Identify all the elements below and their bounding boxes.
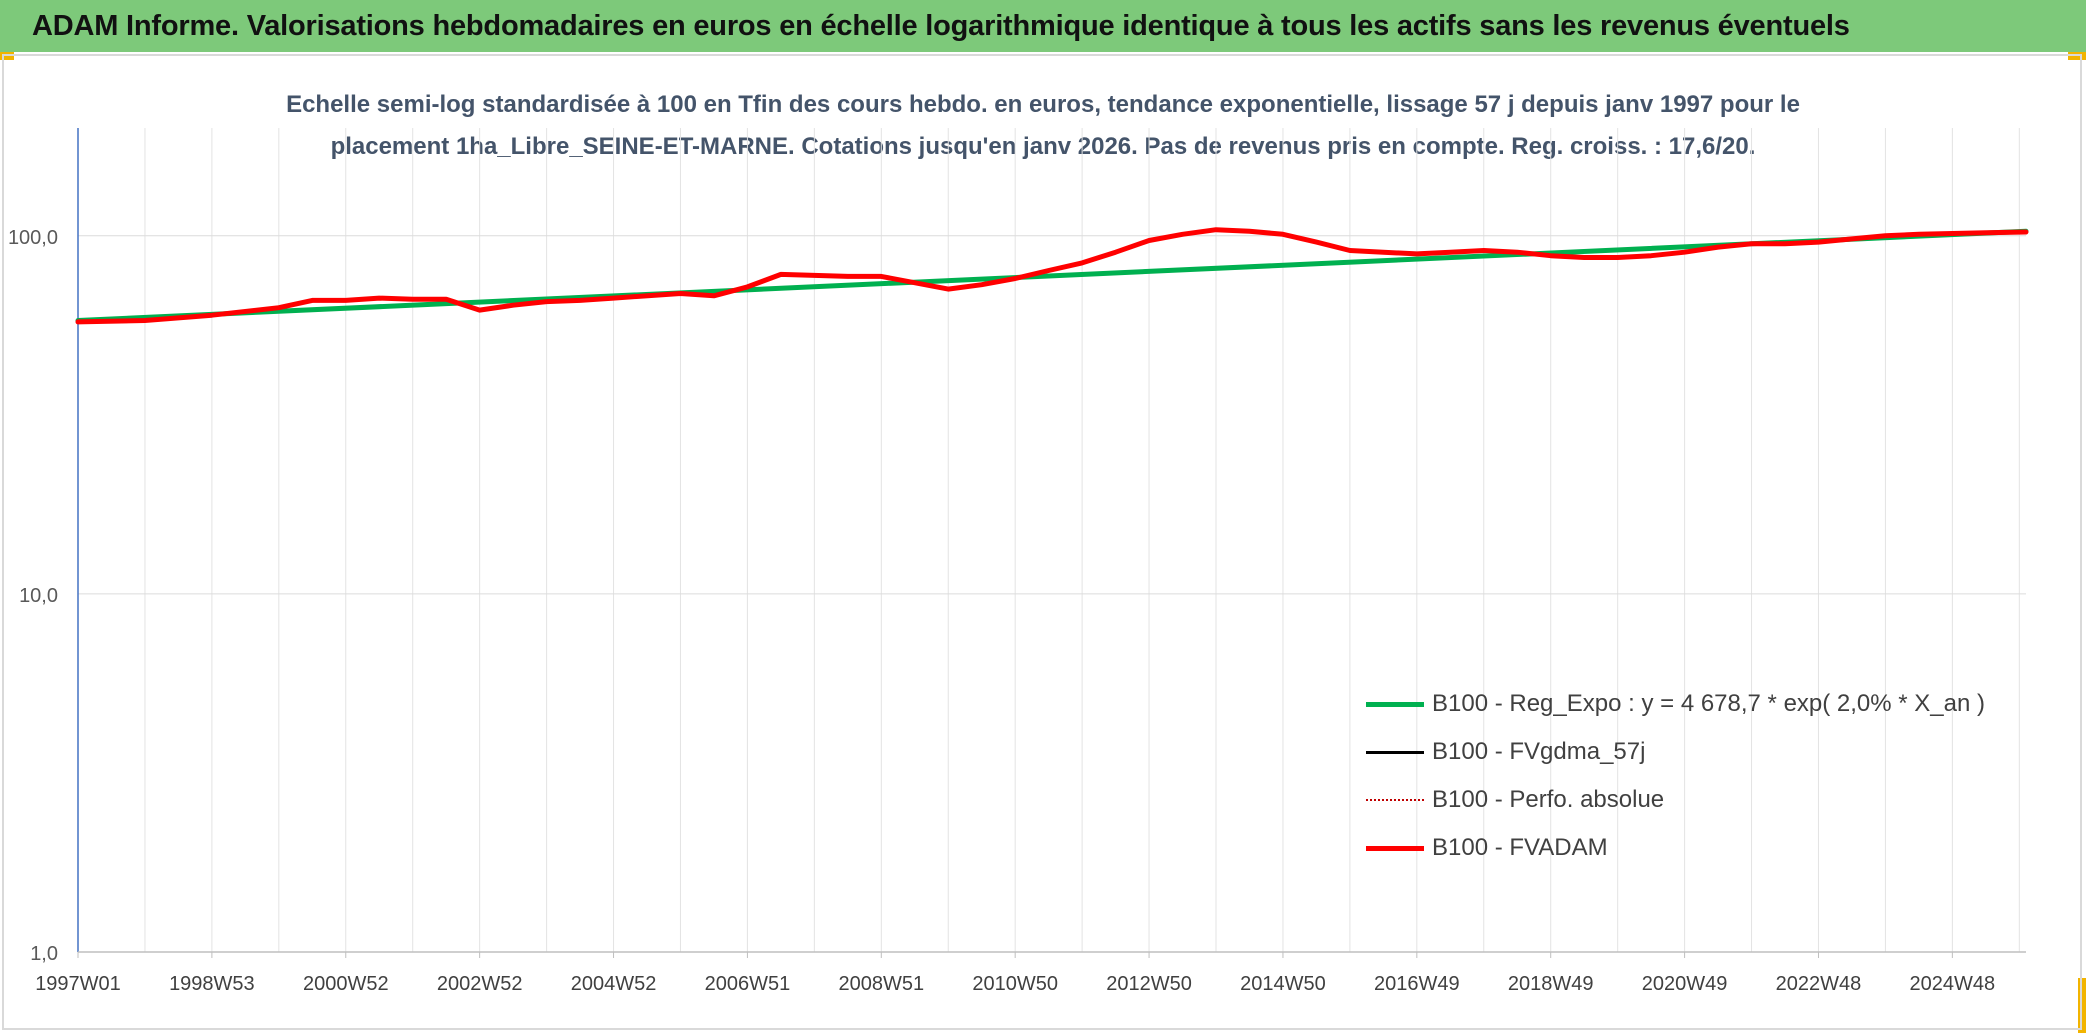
legend-item: B100 - Reg_Expo : y = 4 678,7 * exp( 2,0…	[1366, 680, 1985, 728]
series-line-0	[75, 228, 2029, 323]
chart-title-line-2: placement 1ha_Libre_SEINE-ET-MARNE. Cota…	[330, 133, 1756, 160]
tick-label-layer: 1,0 10,0 100,0 1997W01 1998W53 2000W52 2002W52…	[8, 227, 1995, 995]
x-tick-label: 2004W52	[571, 973, 657, 995]
x-tick-label: 2008W51	[838, 973, 924, 995]
chart-frame	[2, 54, 2082, 1030]
x-tick-label: 2006W51	[705, 973, 791, 995]
x-tick-label: 2010W50	[972, 973, 1058, 995]
x-tick-label: 2012W50	[1106, 973, 1192, 995]
x-tick-label: 2020W49	[1642, 973, 1728, 995]
legend-label: B100 - FVgdma_57j	[1432, 738, 1646, 765]
corner-mark-top-right	[2068, 52, 2086, 60]
legend-item: B100 - FVADAM	[1366, 824, 1985, 872]
x-tick-label: 2014W50	[1240, 973, 1326, 995]
x-tick-label: 2002W52	[437, 973, 523, 995]
legend-label: B100 - Perfo. absolue	[1432, 786, 1665, 813]
chart-title-line-1: Echelle semi-log standardisée à 100 en T…	[286, 91, 1800, 118]
legend-swatch	[1366, 701, 1424, 707]
legend-swatch	[1366, 750, 1424, 754]
corner-mark-top-left	[0, 52, 14, 60]
x-tick-label: 1997W01	[35, 973, 121, 995]
legend-label: B100 - FVADAM	[1432, 834, 1608, 861]
legend-swatch	[1366, 799, 1424, 801]
corner-mark-bottom-right	[2078, 978, 2086, 1033]
legend-label: B100 - Reg_Expo : y = 4 678,7 * exp( 2,0…	[1432, 690, 1986, 717]
y-tick-label: 100,0	[8, 227, 58, 249]
legend-swatch	[1366, 845, 1424, 851]
report-banner-title: ADAM Informe. Valorisations hebdomadaire…	[32, 9, 1850, 42]
series-line-3	[75, 227, 2029, 325]
x-tick-label: 1998W53	[169, 973, 255, 995]
x-tick-label: 2024W48	[1910, 973, 1996, 995]
y-tick-label: 1,0	[30, 943, 58, 965]
series-layer	[75, 227, 2029, 325]
x-tick-label: 2000W52	[303, 973, 389, 995]
legend-item: B100 - FVgdma_57j	[1366, 728, 1985, 776]
chart-title: Echelle semi-log standardisée à 100 en T…	[0, 84, 2086, 168]
x-tick-label: 2022W48	[1776, 973, 1862, 995]
x-tick-label: 2018W49	[1508, 973, 1594, 995]
report-banner: ADAM Informe. Valorisations hebdomadaire…	[0, 0, 2086, 52]
x-tick-label: 2016W49	[1374, 973, 1460, 995]
chart-legend: B100 - Reg_Expo : y = 4 678,7 * exp( 2,0…	[1366, 680, 1985, 872]
axis-layer	[77, 128, 2026, 958]
legend-item: B100 - Perfo. absolue	[1366, 776, 1985, 824]
y-tick-label: 10,0	[19, 585, 58, 607]
